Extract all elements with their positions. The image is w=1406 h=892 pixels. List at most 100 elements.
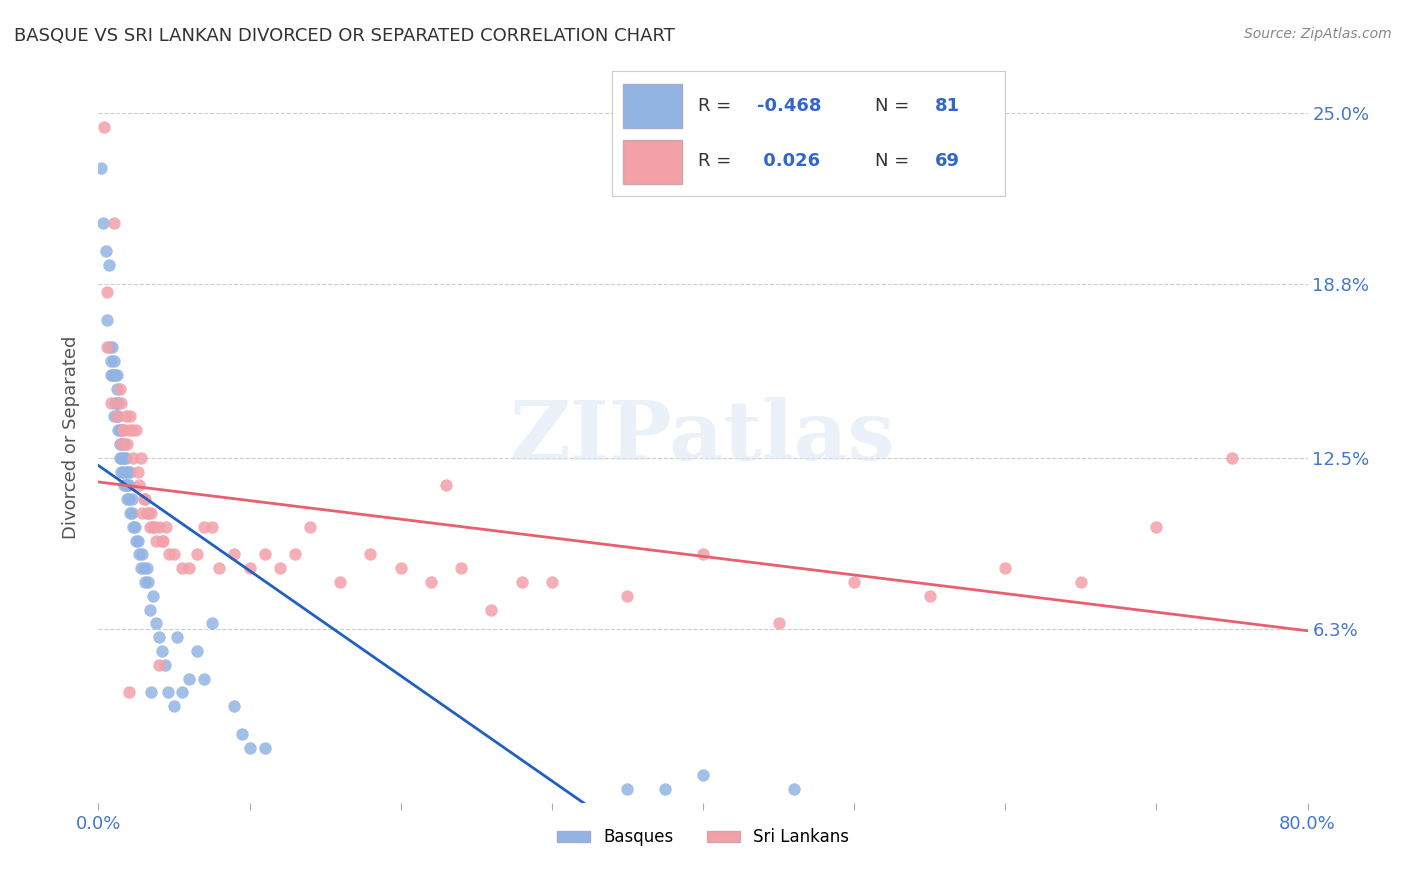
Point	[136, 506, 159, 520]
Point	[110, 395, 132, 409]
Point	[115, 437, 138, 451]
Point	[148, 657, 170, 672]
Point	[155, 520, 177, 534]
Point	[121, 423, 143, 437]
Point	[96, 312, 118, 326]
Point	[128, 478, 150, 492]
Point	[186, 644, 208, 658]
Point	[114, 450, 136, 465]
Text: R =: R =	[699, 153, 737, 170]
Point	[231, 727, 253, 741]
Point	[134, 574, 156, 589]
Point	[186, 548, 208, 562]
Point	[329, 574, 352, 589]
Point	[94, 244, 117, 258]
Point	[692, 548, 714, 562]
Point	[128, 548, 150, 562]
Point	[118, 423, 141, 437]
Point	[692, 768, 714, 782]
Point	[91, 216, 114, 230]
Point	[103, 368, 125, 382]
Point	[105, 368, 128, 382]
Text: 69: 69	[935, 153, 959, 170]
Point	[127, 465, 149, 479]
Point	[114, 478, 136, 492]
Point	[134, 492, 156, 507]
Point	[100, 354, 122, 368]
Point	[142, 520, 165, 534]
Point	[105, 409, 128, 424]
Point	[114, 465, 136, 479]
Point	[1220, 450, 1243, 465]
Point	[143, 520, 166, 534]
Point	[163, 548, 186, 562]
Point	[129, 561, 152, 575]
Point	[434, 478, 457, 492]
Point	[111, 465, 134, 479]
Point	[100, 395, 122, 409]
Point	[110, 437, 132, 451]
Point	[122, 520, 145, 534]
Point	[110, 437, 132, 451]
FancyBboxPatch shape	[623, 140, 682, 184]
Point	[115, 492, 138, 507]
Point	[253, 740, 276, 755]
Point	[170, 685, 193, 699]
Point	[115, 465, 138, 479]
Point	[112, 437, 135, 451]
Point	[131, 506, 153, 520]
Point	[107, 423, 129, 437]
Point	[96, 340, 118, 354]
Point	[93, 120, 115, 134]
Point	[166, 630, 188, 644]
Text: N =: N =	[876, 97, 915, 115]
Point	[150, 644, 173, 658]
Point	[152, 533, 174, 548]
Point	[90, 161, 112, 175]
Point	[127, 533, 149, 548]
Point	[104, 368, 127, 382]
Point	[768, 616, 790, 631]
Point	[1144, 520, 1167, 534]
Point	[120, 465, 142, 479]
Point	[112, 450, 135, 465]
Point	[224, 699, 246, 714]
Point	[239, 740, 262, 755]
Point	[108, 437, 131, 451]
Point	[510, 574, 533, 589]
Point	[115, 478, 138, 492]
Point	[141, 685, 163, 699]
Point	[145, 533, 167, 548]
Point	[96, 285, 118, 300]
Point	[139, 520, 162, 534]
Point	[131, 548, 153, 562]
Point	[98, 258, 121, 272]
Text: -0.468: -0.468	[758, 97, 821, 115]
Point	[918, 589, 941, 603]
Point	[107, 409, 129, 424]
Point	[105, 395, 128, 409]
Point	[994, 561, 1017, 575]
Point	[145, 616, 167, 631]
Point	[783, 782, 806, 797]
Point	[105, 382, 128, 396]
Point	[104, 395, 127, 409]
Point	[118, 685, 141, 699]
Point	[108, 423, 131, 437]
Point	[136, 574, 159, 589]
Point	[148, 520, 170, 534]
Point	[125, 533, 148, 548]
Point	[129, 450, 152, 465]
Point	[120, 409, 142, 424]
Point	[163, 699, 186, 714]
Point	[132, 561, 155, 575]
Point	[120, 506, 142, 520]
Point	[103, 409, 125, 424]
Point	[118, 478, 141, 492]
Text: Source: ZipAtlas.com: Source: ZipAtlas.com	[1244, 27, 1392, 41]
Point	[135, 561, 157, 575]
Point	[224, 548, 246, 562]
Point	[159, 548, 181, 562]
Point	[616, 589, 638, 603]
Point	[201, 520, 224, 534]
